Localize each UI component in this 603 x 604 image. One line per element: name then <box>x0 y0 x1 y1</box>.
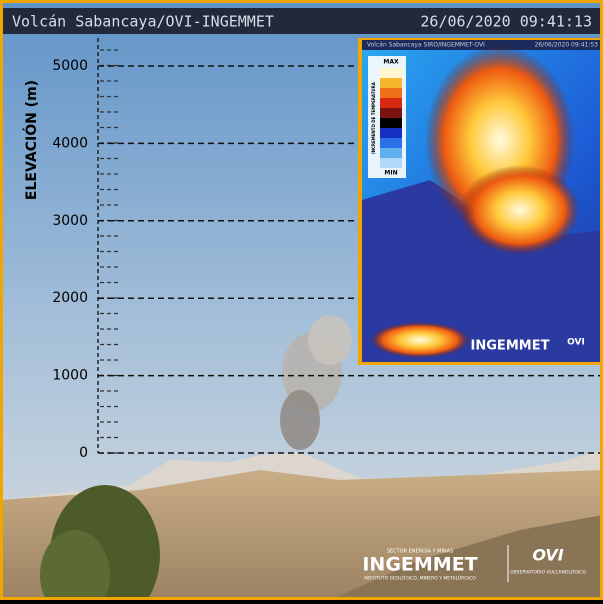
logo-sub: INSTITUTO GEOLÓGICO, MINERO Y METALÚRGIC… <box>364 575 476 582</box>
inset-logo: OVI <box>567 338 585 348</box>
header-timestamp: 26/06/2020 09:41:13 <box>420 13 592 31</box>
plume <box>308 315 352 365</box>
ovi-name: OVI <box>532 546 563 565</box>
elevation-label: 5000 <box>52 58 88 74</box>
inset-plume <box>370 322 470 358</box>
inset-title: Volcán Sabancaya SIRO/INGEMMET-OVI <box>367 42 485 49</box>
inset: Volcán Sabancaya SIRO/INGEMMET-OVI 26/06… <box>358 38 603 365</box>
colorbar-label: INCREMENTO DE TEMPERATURA <box>371 81 376 154</box>
elevation-label: 3000 <box>52 213 88 229</box>
elevation-label: 0 <box>79 445 88 461</box>
inset-timestamp: 26/06/2020 09:41:53 <box>535 42 599 49</box>
inset-logo: INGEMMET <box>471 339 550 354</box>
webcam-image: 0 1000 2000 3000 4000 5000 ELEVACIÓN (m) Volc… <box>0 0 603 600</box>
colorbar <box>380 68 402 168</box>
inset-plume <box>460 165 580 255</box>
colorbar-max: MAX <box>383 59 399 66</box>
logo-name: INGEMMET <box>362 554 477 576</box>
header-title: Volcán Sabancaya/OVI-INGEMMET <box>12 13 274 31</box>
axis-label: ELEVACIÓN (m) <box>22 80 40 200</box>
ovi-sub: OBSERVATORIO VULCANOLÓGICO <box>510 569 586 576</box>
plume <box>280 390 320 450</box>
elevation-label: 2000 <box>52 290 88 306</box>
page: 0 1000 2000 3000 4000 5000 ELEVACIÓN (m) Volc… <box>0 0 603 600</box>
colorbar-min: MIN <box>384 170 397 177</box>
elevation-label: 1000 <box>52 368 88 384</box>
elevation-label: 4000 <box>52 135 88 151</box>
